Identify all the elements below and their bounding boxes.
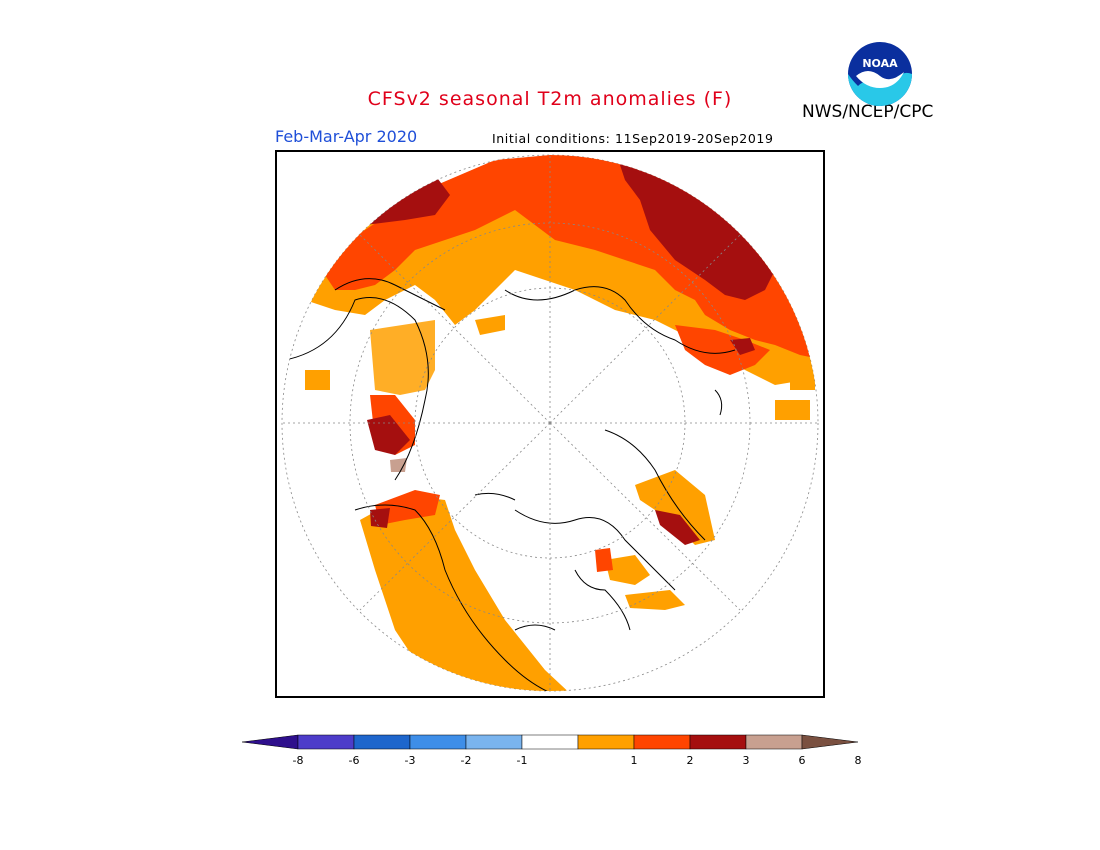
legend-tick-label: 3 xyxy=(743,754,750,767)
legend-bin xyxy=(577,734,635,750)
legend-bin xyxy=(409,734,467,750)
legend-bin xyxy=(297,734,355,750)
chart-title: CFSv2 seasonal T2m anomalies (F) xyxy=(367,88,733,110)
anomaly-region-redorange-alaska xyxy=(595,548,613,572)
color-legend: -8 -6 -3 -2 -1 1 2 3 6 8 xyxy=(241,734,862,767)
coastlines xyxy=(284,278,736,691)
season-label: Feb-Mar-Apr 2020 xyxy=(275,127,418,146)
legend-bin xyxy=(521,734,579,750)
anomaly-region-orange-small-4 xyxy=(475,315,505,335)
anomaly-region-orange-us-2 xyxy=(625,590,685,610)
legend-tick-label: 1 xyxy=(631,754,638,767)
anomaly-region-redorange-east xyxy=(675,325,770,375)
anomaly-region-darkred-nw xyxy=(365,175,450,225)
anomaly-region-darkred-east xyxy=(730,338,755,355)
anomaly-region-tan-iceland xyxy=(390,458,407,472)
legend-tick-label: -6 xyxy=(349,754,360,767)
legend-tick-label: 2 xyxy=(687,754,694,767)
anomaly-region-orange-small-3 xyxy=(790,375,815,390)
legend-arrow-low xyxy=(241,734,299,750)
logo-text: NOAA xyxy=(862,57,898,70)
legend-tick-label: -8 xyxy=(293,754,304,767)
anomaly-region-darkred-canada xyxy=(655,510,700,545)
polar-map xyxy=(275,150,825,698)
anomaly-region-orange-small-2 xyxy=(775,400,810,420)
graticule xyxy=(282,155,818,691)
legend-tick-label: 8 xyxy=(855,754,862,767)
anomaly-region-orange-small-1 xyxy=(305,370,330,390)
legend-bin xyxy=(353,734,411,750)
legend-arrow-high xyxy=(801,734,859,750)
anomaly-region-orange-us xyxy=(605,555,650,585)
initial-conditions-label: Initial conditions: 11Sep2019-20Sep2019 xyxy=(492,131,774,146)
anomaly-fills xyxy=(295,155,818,691)
anomaly-region-orange-greenland xyxy=(370,320,435,395)
anomaly-region-orange-europe xyxy=(360,495,575,691)
legend-tick-label: -2 xyxy=(461,754,472,767)
anomaly-region-darkred-europe xyxy=(370,508,390,528)
legend-bin xyxy=(633,734,691,750)
legend-bin xyxy=(689,734,747,750)
legend-bin xyxy=(465,734,523,750)
legend-tick-label: -3 xyxy=(405,754,416,767)
agency-label: NWS/NCEP/CPC xyxy=(802,102,934,122)
legend-bin xyxy=(745,734,803,750)
legend-tick-label: -1 xyxy=(517,754,528,767)
legend-tick-label: 6 xyxy=(799,754,806,767)
anomaly-region-orange-canada xyxy=(635,470,715,545)
anomaly-region-darkred-greenland xyxy=(367,415,410,455)
noaa-logo-icon: NOAA xyxy=(848,42,912,106)
